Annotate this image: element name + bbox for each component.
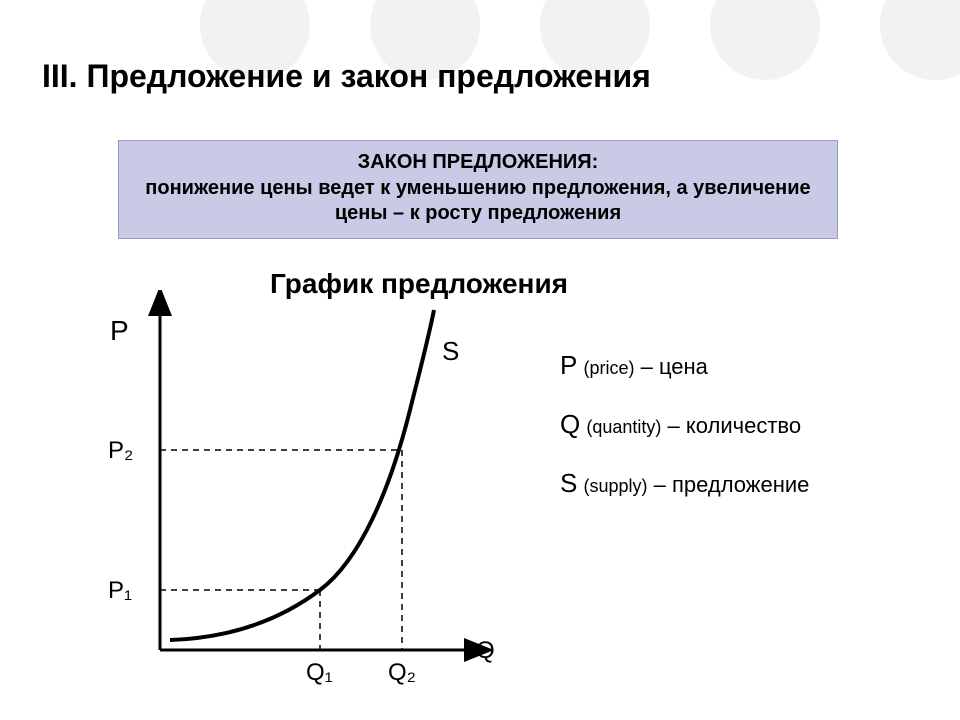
legend-row: Q (quantity) – количество [560,409,940,440]
svg-text:S: S [442,336,459,366]
decor-circle [710,0,820,80]
svg-text:P₂: P₂ [108,437,133,464]
svg-text:P: P [110,315,129,346]
law-box: ЗАКОН ПРЕДЛОЖЕНИЯ: понижение цены ведет … [118,140,838,239]
legend: P (price) – цена Q (quantity) – количеств… [560,350,940,527]
svg-text:P₁: P₁ [108,577,132,604]
svg-text:Q: Q [476,637,495,664]
page-title: III. Предложение и закон предложения [42,58,651,95]
supply-chart: P Q S P₂ P₁ Q₁ Q₂ [90,290,510,690]
legend-row: S (supply) – предложение [560,468,940,499]
legend-row: P (price) – цена [560,350,940,381]
decor-circle [880,0,960,80]
law-heading: ЗАКОН ПРЕДЛОЖЕНИЯ: [135,151,821,174]
svg-text:Q₁: Q₁ [306,659,333,686]
law-body: понижение цены ведет к уменьшению предло… [135,176,821,226]
svg-text:Q₂: Q₂ [388,659,416,686]
